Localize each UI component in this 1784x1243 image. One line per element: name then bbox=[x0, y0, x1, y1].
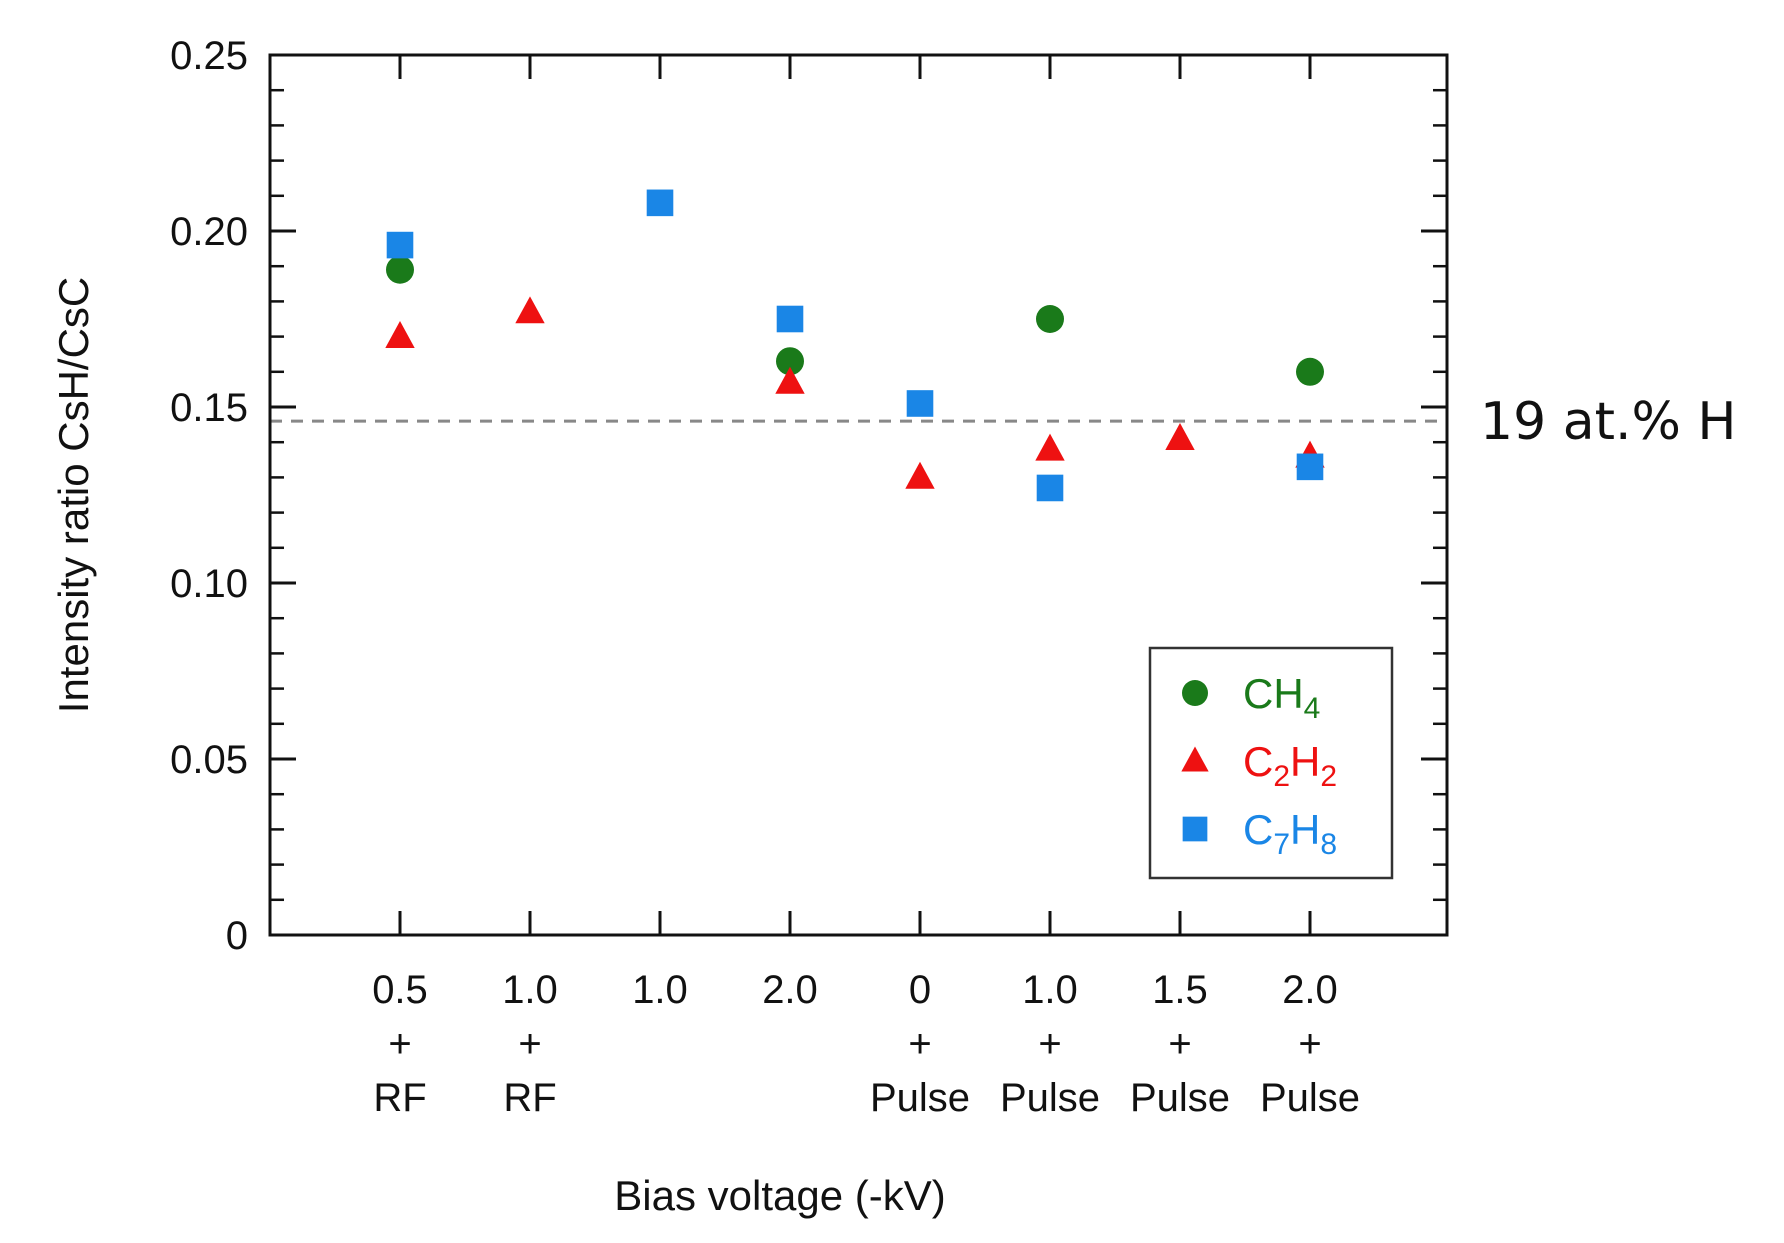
data-point-ch4 bbox=[1296, 357, 1324, 386]
y-tick-label: 0.15 bbox=[170, 386, 248, 430]
data-point-ch4 bbox=[1036, 305, 1064, 333]
legend-label-c7h8: C7H8 bbox=[1243, 806, 1337, 861]
legend-marker-ch4 bbox=[1182, 680, 1208, 706]
x-tick-label: 2.0 bbox=[1282, 968, 1338, 1012]
legend: CH4 C2H2 C7H8 bbox=[1148, 646, 1394, 880]
x-tick-label: 2.0 bbox=[762, 968, 818, 1012]
y-tick-label: 0.10 bbox=[170, 562, 248, 606]
y-axis-title: Intensity ratio CsH/CsC bbox=[50, 277, 97, 713]
legend-label-c2h2: C2H2 bbox=[1243, 738, 1337, 793]
x-tick-label: 0 bbox=[909, 968, 931, 1012]
x-tick-label: 1.5 bbox=[1152, 968, 1208, 1012]
x-tick-label: + bbox=[388, 1022, 411, 1066]
x-tick-label: RF bbox=[373, 1076, 426, 1120]
x-tick-label: 1.0 bbox=[632, 968, 688, 1012]
x-tick-label: + bbox=[1168, 1022, 1191, 1066]
x-tick-label: Pulse bbox=[1130, 1076, 1230, 1120]
data-point-c2h2 bbox=[905, 461, 935, 489]
data-point-ch4 bbox=[386, 255, 414, 284]
data-point-c2h2 bbox=[1035, 433, 1065, 461]
x-tick-label: + bbox=[1298, 1022, 1321, 1066]
legend-label-ch4: CH4 bbox=[1243, 670, 1320, 725]
data-point-c2h2 bbox=[1165, 423, 1195, 451]
data-point-c7h8 bbox=[776, 305, 804, 333]
y-tick-label: 0.20 bbox=[170, 210, 248, 254]
x-tick-label: Pulse bbox=[1260, 1076, 1360, 1120]
x-axis-title: Bias voltage (-kV) bbox=[614, 1172, 945, 1219]
x-tick-label: + bbox=[518, 1022, 541, 1066]
data-point-c2h2 bbox=[775, 366, 805, 394]
x-tick-label: 1.0 bbox=[502, 968, 558, 1012]
reference-line-label: 19 at.% H bbox=[1480, 392, 1737, 452]
x-tick-label: Pulse bbox=[1000, 1076, 1100, 1120]
data-point-c7h8 bbox=[1036, 474, 1064, 502]
legend-marker-c7h8 bbox=[1182, 816, 1208, 842]
x-tick-label: RF bbox=[503, 1076, 556, 1120]
x-tick-label: 0.5 bbox=[372, 968, 428, 1012]
y-tick-label: 0.25 bbox=[170, 34, 248, 78]
plot-frame bbox=[268, 53, 1449, 937]
x-tick-label: Pulse bbox=[870, 1076, 970, 1120]
legend-marker-c2h2 bbox=[1181, 746, 1209, 772]
y-tick-label: 0.05 bbox=[170, 738, 248, 782]
x-tick-label: 1.0 bbox=[1022, 968, 1078, 1012]
data-point-ch4 bbox=[776, 347, 804, 376]
y-tick-label: 0 bbox=[226, 914, 248, 958]
x-tick-label: + bbox=[908, 1022, 931, 1066]
data-point-c2h2 bbox=[385, 320, 415, 348]
data-point-c7h8 bbox=[906, 390, 934, 417]
data-point-c7h8 bbox=[1296, 453, 1324, 481]
data-point-c7h8 bbox=[386, 231, 414, 259]
x-tick-label: + bbox=[1038, 1022, 1061, 1066]
data-point-c2h2 bbox=[515, 296, 545, 324]
data-point-c7h8 bbox=[646, 189, 674, 217]
